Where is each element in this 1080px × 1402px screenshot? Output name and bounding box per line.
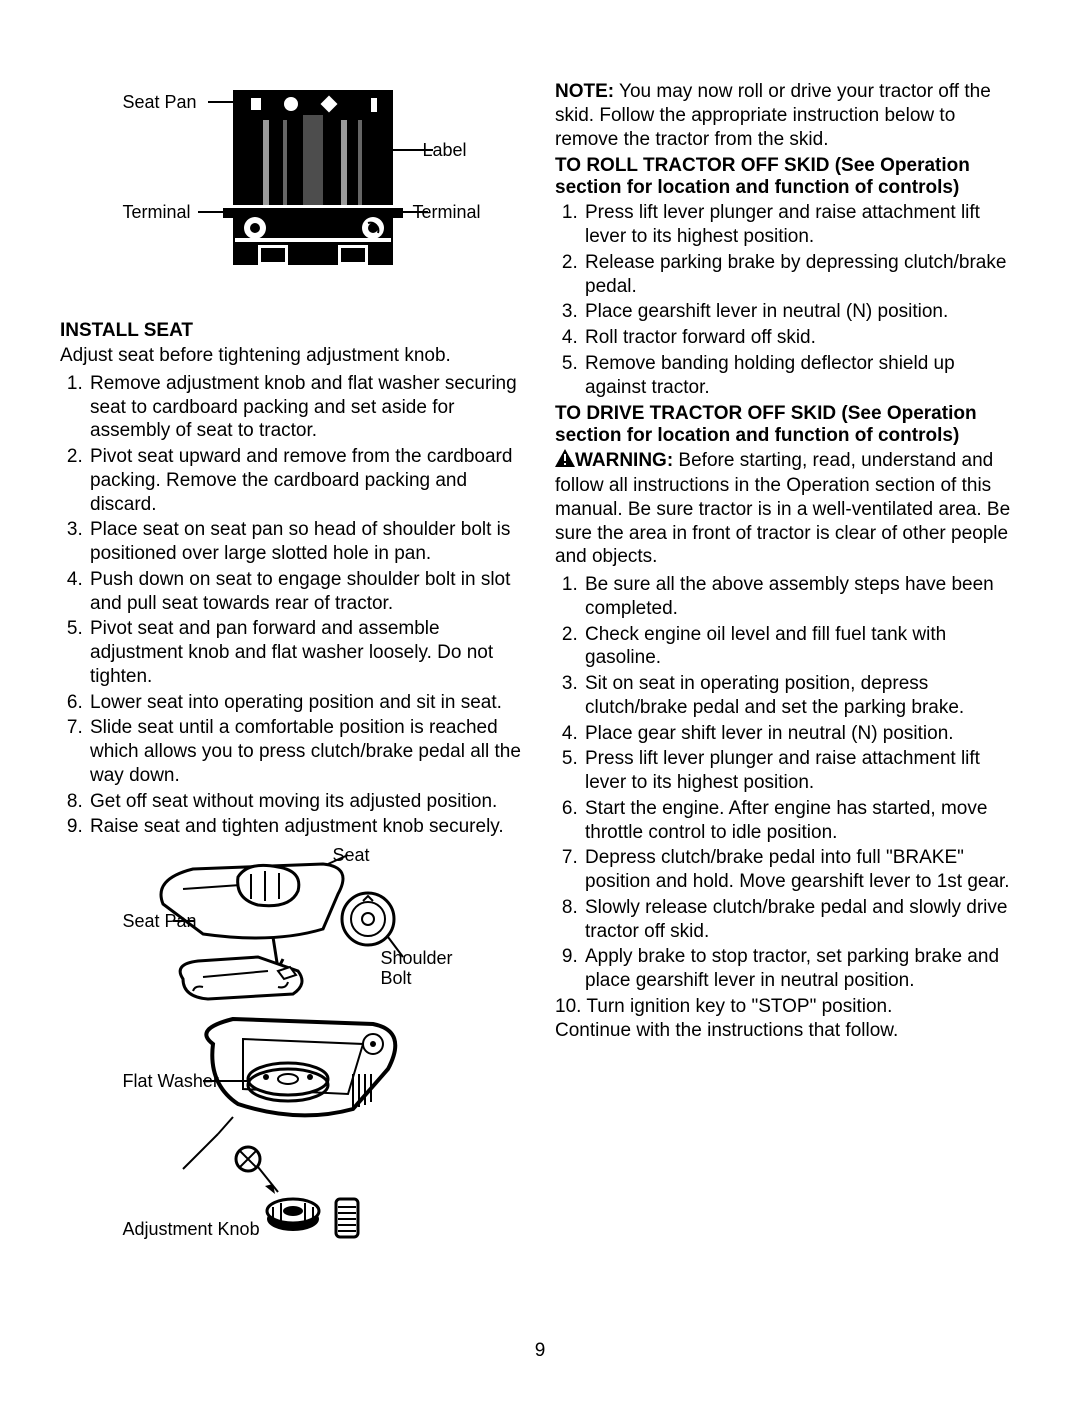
page-number: 9 (535, 1340, 546, 1362)
list-item: Raise seat and tighten adjustment knob s… (88, 815, 525, 839)
list-item: Release parking brake by depressing clut… (583, 251, 1020, 299)
note-paragraph: NOTE: You may now roll or drive your tra… (555, 80, 1020, 151)
label-terminal-right: Terminal (413, 202, 481, 223)
roll-heading: TO ROLL TRACTOR OFF SKID (See Operation … (555, 155, 1020, 199)
continue-text: Continue with the instructions that foll… (555, 1019, 1020, 1043)
note-body: You may now roll or drive your tractor o… (555, 81, 991, 150)
list-item: Get off seat without moving its adjusted… (88, 790, 525, 814)
list-item: Press lift lever plunger and raise attac… (583, 201, 1020, 249)
warning-icon (555, 449, 575, 474)
list-item: Lower seat into operating position and s… (88, 691, 525, 715)
list-item: Sit on seat in operating position, depre… (583, 672, 1020, 720)
list-item: Remove adjustment knob and flat washer s… (88, 372, 525, 443)
note-lead: NOTE: (555, 81, 614, 102)
label-seat-pan-2: Seat Pan (123, 911, 197, 932)
label-seat: Seat (333, 845, 370, 866)
install-seat-steps: Remove adjustment knob and flat washer s… (60, 372, 525, 839)
install-seat-heading: INSTALL SEAT (60, 320, 525, 342)
drive-step-10: 10. Turn ignition key to "STOP" position… (555, 995, 1020, 1019)
list-item: Place seat on seat pan so head of should… (88, 518, 525, 566)
list-item: Apply brake to stop tractor, set parking… (583, 945, 1020, 993)
label-label: Label (423, 140, 467, 161)
right-column: NOTE: You may now roll or drive your tra… (555, 80, 1020, 1249)
list-item: Check engine oil level and fill fuel tan… (583, 623, 1020, 671)
list-item: Remove banding holding deflector shield … (583, 352, 1020, 400)
list-item: Pivot seat and pan forward and assemble … (88, 617, 525, 688)
list-item: Slide seat until a comfortable position … (88, 716, 525, 787)
label-flat-washer: Flat Washer (123, 1071, 219, 1092)
roll-steps: Press lift lever plunger and raise attac… (555, 201, 1020, 399)
warning-paragraph: WARNING: Before starting, read, understa… (555, 449, 1020, 569)
list-item: Place gear shift lever in neutral (N) po… (583, 722, 1020, 746)
label-terminal-left: Terminal (123, 202, 191, 223)
drive-steps: Be sure all the above assembly steps hav… (555, 573, 1020, 993)
warning-lead: WARNING: (575, 450, 673, 471)
list-item: Start the engine. After engine has start… (583, 797, 1020, 845)
list-item: Push down on seat to engage shoulder bol… (88, 568, 525, 616)
list-item: Depress clutch/brake pedal into full "BR… (583, 846, 1020, 894)
list-item: Be sure all the above assembly steps hav… (583, 573, 1020, 621)
list-item: Slowly release clutch/brake pedal and sl… (583, 896, 1020, 944)
list-item: Roll tractor forward off skid. (583, 326, 1020, 350)
label-adjustment-knob: Adjustment Knob (123, 1219, 260, 1240)
battery-diagram: Seat Pan Label Terminal Terminal (123, 80, 463, 300)
label-shoulder-bolt: ShoulderBolt (381, 949, 453, 989)
list-item: Pivot seat upward and remove from the ca… (88, 445, 525, 516)
left-column: Seat Pan Label Terminal Terminal INSTALL… (60, 80, 525, 1249)
list-item: Press lift lever plunger and raise attac… (583, 747, 1020, 795)
list-item: Place gearshift lever in neutral (N) pos… (583, 300, 1020, 324)
install-seat-intro: Adjust seat before tightening adjustment… (60, 344, 525, 368)
seat-assembly-diagram: Seat Seat Pan ShoulderBolt Flat Washer A… (123, 849, 463, 1249)
drive-heading: TO DRIVE TRACTOR OFF SKID (See Operation… (555, 403, 1020, 447)
label-seat-pan: Seat Pan (123, 92, 197, 113)
